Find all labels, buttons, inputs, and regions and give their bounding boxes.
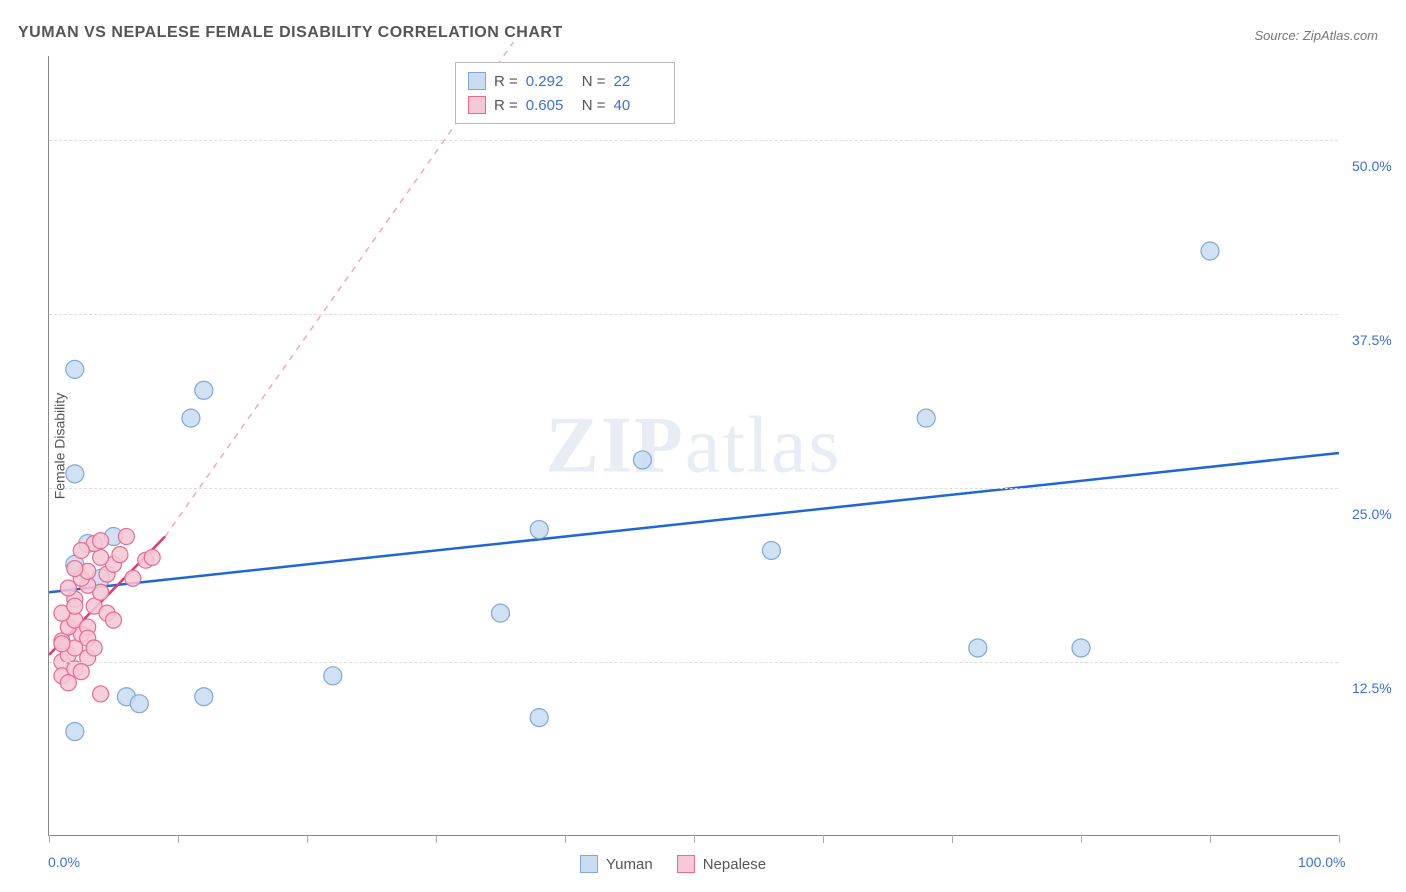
x-tick — [1339, 835, 1340, 843]
scatter-point — [492, 604, 510, 622]
legend-correlation-box: R = 0.292 N = 22 R = 0.605 N = 40 — [455, 62, 675, 124]
gridline-horizontal — [49, 662, 1338, 663]
scatter-point — [762, 541, 780, 559]
scatter-point — [195, 688, 213, 706]
y-tick-label: 25.0% — [1352, 506, 1392, 522]
legend-series-label: Nepalese — [703, 856, 766, 873]
legend-series-item: Yuman — [580, 855, 653, 873]
x-tick — [436, 835, 437, 843]
gridline-horizontal — [49, 488, 1338, 489]
x-tick — [952, 835, 953, 843]
gridline-horizontal — [49, 140, 1338, 141]
scatter-point — [66, 723, 84, 741]
x-tick — [307, 835, 308, 843]
scatter-point — [969, 639, 987, 657]
scatter-point — [93, 686, 109, 702]
scatter-point — [917, 409, 935, 427]
scatter-point — [530, 709, 548, 727]
legend-correlation-row: R = 0.292 N = 22 — [468, 69, 662, 93]
trend-line — [49, 453, 1339, 592]
legend-swatch — [677, 855, 695, 873]
scatter-point — [530, 521, 548, 539]
legend-series-item: Nepalese — [677, 855, 766, 873]
y-tick-label: 50.0% — [1352, 158, 1392, 174]
x-tick — [565, 835, 566, 843]
legend-n-label: N = — [582, 73, 606, 90]
scatter-point — [1201, 242, 1219, 260]
chart-container: YUMAN VS NEPALESE FEMALE DISABILITY CORR… — [0, 0, 1406, 892]
y-tick-label: 37.5% — [1352, 332, 1392, 348]
x-tick — [1081, 835, 1082, 843]
scatter-point — [118, 529, 134, 545]
x-tick — [1210, 835, 1211, 843]
scatter-point — [60, 675, 76, 691]
plot-area: ZIPatlas — [48, 56, 1338, 836]
x-tick — [49, 835, 50, 843]
scatter-point — [633, 451, 651, 469]
scatter-point — [67, 598, 83, 614]
legend-swatch — [580, 855, 598, 873]
scatter-point — [66, 360, 84, 378]
scatter-point — [106, 612, 122, 628]
scatter-point — [66, 465, 84, 483]
scatter-point — [54, 636, 70, 652]
scatter-point — [1072, 639, 1090, 657]
legend-series-label: Yuman — [606, 856, 653, 873]
x-tick-label: 0.0% — [48, 854, 80, 870]
legend-swatch — [468, 72, 486, 90]
scatter-point — [112, 547, 128, 563]
legend-r-value: 0.605 — [526, 97, 574, 114]
gridline-horizontal — [49, 314, 1338, 315]
legend-correlation-row: R = 0.605 N = 40 — [468, 93, 662, 117]
x-tick — [694, 835, 695, 843]
x-tick-label: 100.0% — [1298, 854, 1345, 870]
legend-n-value: 22 — [614, 73, 662, 90]
scatter-point — [144, 549, 160, 565]
legend-n-value: 40 — [614, 97, 662, 114]
legend-r-label: R = — [494, 73, 518, 90]
x-tick — [823, 835, 824, 843]
scatter-point — [324, 667, 342, 685]
scatter-point — [73, 542, 89, 558]
legend-r-label: R = — [494, 97, 518, 114]
scatter-point — [195, 381, 213, 399]
y-tick-label: 12.5% — [1352, 680, 1392, 696]
scatter-point — [130, 695, 148, 713]
source-attribution: Source: ZipAtlas.com — [1254, 28, 1378, 43]
scatter-point — [86, 640, 102, 656]
legend-swatch — [468, 96, 486, 114]
scatter-point — [93, 533, 109, 549]
scatter-point — [182, 409, 200, 427]
scatter-point — [73, 664, 89, 680]
legend-n-label: N = — [582, 97, 606, 114]
scatter-plot-svg — [49, 56, 1338, 835]
legend-series: Yuman Nepalese — [580, 855, 766, 873]
scatter-point — [125, 570, 141, 586]
legend-r-value: 0.292 — [526, 73, 574, 90]
chart-title: YUMAN VS NEPALESE FEMALE DISABILITY CORR… — [18, 24, 563, 42]
x-tick — [178, 835, 179, 843]
scatter-point — [67, 561, 83, 577]
